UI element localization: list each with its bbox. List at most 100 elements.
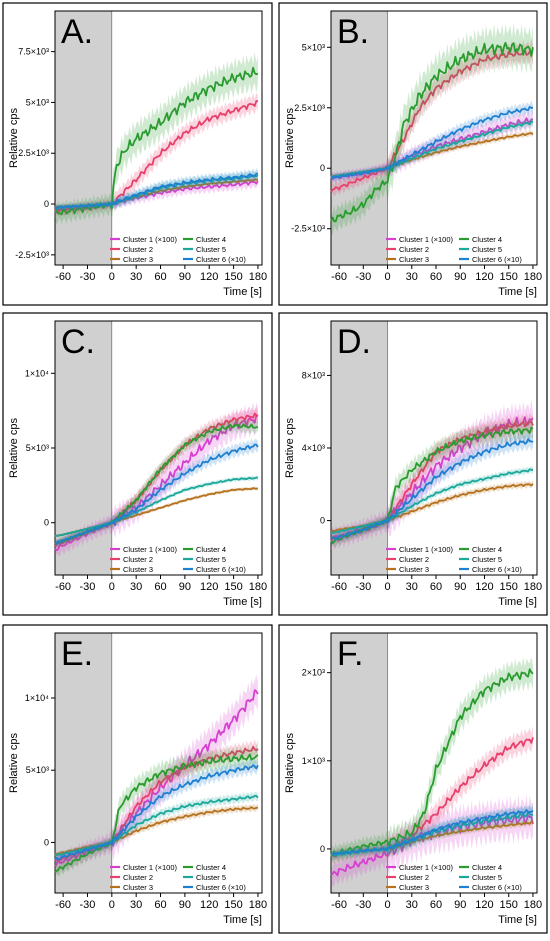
legend-entry: Cluster 2 bbox=[399, 555, 429, 564]
legend-entry: Cluster 1 (×100) bbox=[399, 863, 453, 872]
y-tick-label: 5×10³ bbox=[302, 42, 325, 52]
x-axis-label: Time [s] bbox=[498, 596, 537, 608]
plot-area bbox=[54, 10, 263, 266]
series-6 bbox=[54, 167, 259, 212]
legend-entry: Cluster 5 bbox=[472, 245, 502, 254]
legend-entry: Cluster 3 bbox=[123, 883, 153, 892]
legend-entry: Cluster 6 (×10) bbox=[196, 255, 246, 264]
legend-entry: Cluster 2 bbox=[399, 873, 429, 882]
y-tick-label: 5×10³ bbox=[26, 443, 49, 453]
series-6-line bbox=[54, 443, 259, 545]
x-tick-label: 30 bbox=[406, 271, 418, 283]
chart-panel-d: -60 -30 0 30 60 90 120 150 180 0 4×10³ 8×10³ Time [s… bbox=[278, 312, 548, 616]
legend-entry: Cluster 6 (×10) bbox=[196, 883, 246, 892]
x-tick-label: 60 bbox=[430, 581, 442, 593]
y-tick-label: 2×10³ bbox=[302, 668, 325, 678]
y-axis-label: Relative cps bbox=[8, 733, 20, 793]
x-tick-label: 180 bbox=[249, 581, 267, 593]
x-tick-label: 150 bbox=[224, 581, 242, 593]
legend-entry: Cluster 6 (×10) bbox=[196, 565, 246, 574]
y-tick-label: 1×10⁴ bbox=[25, 693, 49, 703]
x-tick-label: 90 bbox=[454, 581, 466, 593]
x-tick-label: -60 bbox=[331, 581, 347, 593]
x-tick-label: 120 bbox=[475, 581, 493, 593]
series-3-line bbox=[54, 806, 259, 855]
legend-entry: Cluster 3 bbox=[399, 883, 429, 892]
series-5-band bbox=[55, 791, 258, 859]
y-tick-label: 8×10³ bbox=[302, 370, 325, 380]
x-tick-label: -60 bbox=[55, 581, 71, 593]
x-tick-label: 60 bbox=[430, 899, 442, 911]
x-tick-label: 180 bbox=[524, 271, 542, 283]
series-1 bbox=[330, 109, 534, 185]
y-tick-label: 7.5×10³ bbox=[18, 47, 49, 57]
panel-frame bbox=[278, 312, 548, 616]
panel-frame bbox=[278, 624, 548, 934]
chart-panel-b: -60 -30 0 30 60 90 120 150 180 -2.5×10³ 0 2.5×10³ 5×… bbox=[278, 2, 548, 306]
legend-entry: Cluster 5 bbox=[196, 245, 226, 254]
x-tick-label: 120 bbox=[475, 271, 493, 283]
series-4 bbox=[330, 417, 534, 551]
x-tick-label: 60 bbox=[154, 271, 166, 283]
series-4-line bbox=[54, 753, 259, 874]
series-6-line bbox=[54, 764, 259, 861]
series-4 bbox=[330, 656, 534, 864]
series-6 bbox=[330, 100, 534, 182]
legend-entry: Cluster 3 bbox=[399, 255, 429, 264]
y-tick-label: -2.5×10³ bbox=[291, 224, 325, 234]
x-tick-label: -30 bbox=[355, 271, 371, 283]
x-tick-label: 30 bbox=[130, 899, 142, 911]
x-tick-label: 180 bbox=[524, 899, 542, 911]
x-tick-label: 90 bbox=[179, 581, 191, 593]
x-tick-label: -30 bbox=[80, 581, 96, 593]
x-tick-label: 30 bbox=[130, 271, 142, 283]
legend-entry: Cluster 6 (×10) bbox=[472, 883, 522, 892]
legend-entry: Cluster 4 bbox=[472, 863, 502, 872]
legend-entry: Cluster 1 (×100) bbox=[123, 545, 177, 554]
x-tick-label: 0 bbox=[109, 581, 115, 593]
y-tick-label: 5×10³ bbox=[26, 765, 49, 775]
baseline-shaded-region bbox=[54, 10, 113, 266]
series-5 bbox=[54, 475, 259, 538]
x-tick-label: -60 bbox=[331, 899, 347, 911]
legend-entry: Cluster 1 (×100) bbox=[123, 235, 177, 244]
series-2-line bbox=[330, 48, 534, 193]
x-tick-label: 0 bbox=[109, 899, 115, 911]
y-tick-label: 2.5×10³ bbox=[18, 148, 49, 158]
x-tick-label: 120 bbox=[200, 899, 218, 911]
legend-entry: Cluster 6 (×10) bbox=[472, 255, 522, 264]
legend-entry: Cluster 4 bbox=[472, 235, 502, 244]
x-tick-label: 120 bbox=[200, 271, 218, 283]
x-tick-label: 180 bbox=[249, 271, 267, 283]
series-5-line bbox=[54, 795, 259, 857]
x-tick-label: 0 bbox=[384, 899, 390, 911]
x-tick-label: -60 bbox=[55, 899, 71, 911]
panel-frame bbox=[2, 312, 273, 616]
legend-entry: Cluster 4 bbox=[196, 863, 226, 872]
x-tick-label: -30 bbox=[355, 899, 371, 911]
series-6-line bbox=[54, 172, 259, 209]
x-tick-label: 120 bbox=[200, 581, 218, 593]
x-tick-label: -60 bbox=[331, 271, 347, 283]
series-6-line bbox=[330, 106, 534, 180]
series-4 bbox=[54, 51, 259, 226]
x-tick-label: -60 bbox=[55, 271, 71, 283]
series-2 bbox=[330, 38, 534, 198]
x-tick-label: -30 bbox=[355, 581, 371, 593]
x-tick-label: 30 bbox=[130, 581, 142, 593]
legend-entry: Cluster 5 bbox=[196, 555, 226, 564]
x-tick-label: 0 bbox=[109, 271, 115, 283]
x-tick-label: 150 bbox=[500, 581, 518, 593]
series-5-line bbox=[330, 468, 534, 535]
y-tick-label: 4×10³ bbox=[302, 443, 325, 453]
legend-entry: Cluster 5 bbox=[472, 555, 502, 564]
panel-frame bbox=[2, 624, 273, 934]
chart-panel-f: -60 -30 0 30 60 90 120 150 180 0 1×10³ 2×10³ Time [s… bbox=[278, 624, 548, 934]
x-tick-label: 60 bbox=[430, 271, 442, 283]
legend-entry: Cluster 1 (×100) bbox=[123, 863, 177, 872]
series-5-line bbox=[330, 120, 534, 178]
panel-frame bbox=[2, 2, 273, 306]
